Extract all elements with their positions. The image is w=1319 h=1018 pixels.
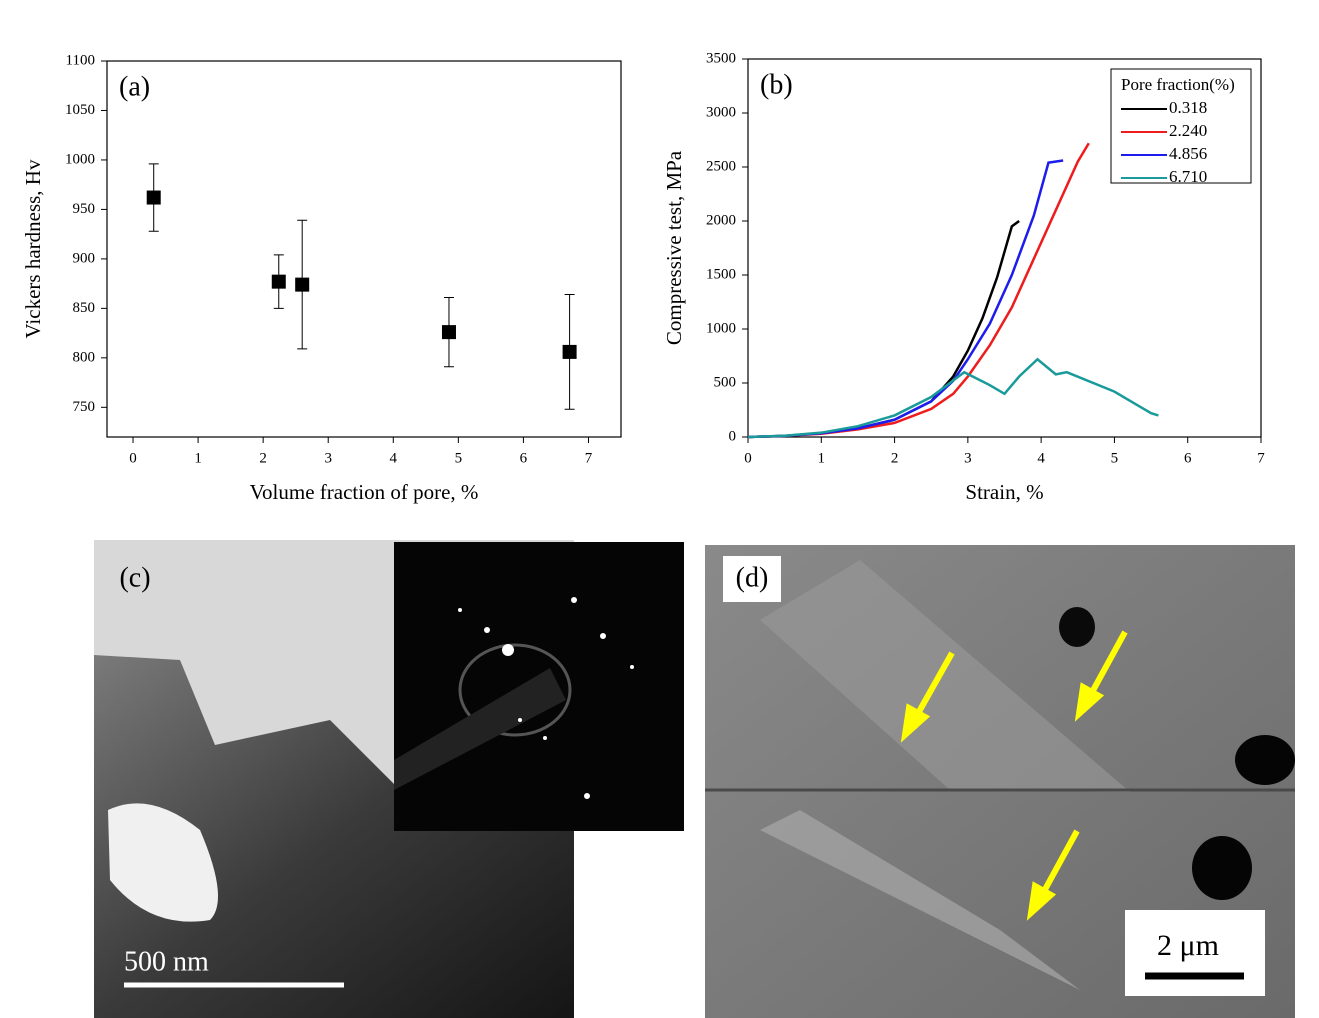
x-tick-label: 2 [891,450,899,466]
line [747,142,1090,439]
plot-frame [747,58,1262,438]
x-tick-label: 0 [744,450,752,466]
tem-image: (c) 500 nm [94,540,684,1018]
panel-label: (d) [736,562,769,593]
panel-label: (b) [760,69,793,100]
x-axis-label: Volume fraction of pore, % [250,480,479,504]
y-tick-label: 500 [714,374,737,390]
x-tick-label: 1 [818,450,826,466]
line [747,357,1159,439]
panel-label: (c) [119,562,150,593]
y-tick-label: 800 [73,349,96,365]
scale-bar-label: 2 μm [1157,929,1219,962]
y-axis-label: Vickers hardness, Hv [21,159,45,338]
marker [271,274,286,289]
legend-label: 4.856 [1169,144,1207,163]
plot-frame [106,60,622,438]
y-tick-label: 1100 [66,52,95,68]
x-tick-label: 2 [259,450,267,466]
y-tick-label: 850 [73,300,96,316]
y-tick-label: 3000 [706,104,736,120]
marker [146,190,161,205]
x-tick-label: 7 [1257,450,1265,466]
x-tick-label: 7 [585,450,593,466]
legend-title: Pore fraction(%) [1121,75,1235,94]
line [747,219,1020,439]
x-tick-label: 5 [455,450,463,466]
y-tick-label: 1500 [706,266,736,282]
y-tick-label: 2000 [706,212,736,228]
x-tick-label: 0 [129,450,137,466]
x-tick-label: 1 [194,450,202,466]
x-tick-label: 3 [964,450,972,466]
panel-label: (a) [119,71,150,102]
x-tick-label: 6 [1184,450,1192,466]
x-tick-label: 6 [520,450,528,466]
marker [441,325,456,340]
y-axis-label: Compressive test, MPa [662,150,686,345]
x-tick-label: 5 [1111,450,1119,466]
y-tick-label: 1050 [65,102,95,118]
y-tick-label: 3500 [706,50,736,66]
y-tick-label: 1000 [65,151,95,167]
y-tick-label: 750 [73,399,96,415]
marker [562,344,577,359]
x-tick-label: 4 [390,450,398,466]
x-tick-label: 4 [1037,450,1045,466]
sem-image: (d) 2 μm [705,545,1295,1018]
legend-label: 6.710 [1169,167,1207,186]
scale-bar-label: 500 nm [124,946,209,977]
legend-label: 2.240 [1169,121,1207,140]
y-tick-label: 1000 [706,320,736,336]
marker [295,277,310,292]
y-tick-label: 0 [729,428,737,444]
legend-box [1110,68,1252,184]
y-tick-label: 2500 [706,158,736,174]
legend-label: 0.318 [1169,98,1207,117]
y-tick-label: 950 [73,201,96,217]
x-tick-label: 3 [324,450,332,466]
x-axis-label: Strain, % [965,480,1043,504]
y-tick-label: 900 [73,250,96,266]
